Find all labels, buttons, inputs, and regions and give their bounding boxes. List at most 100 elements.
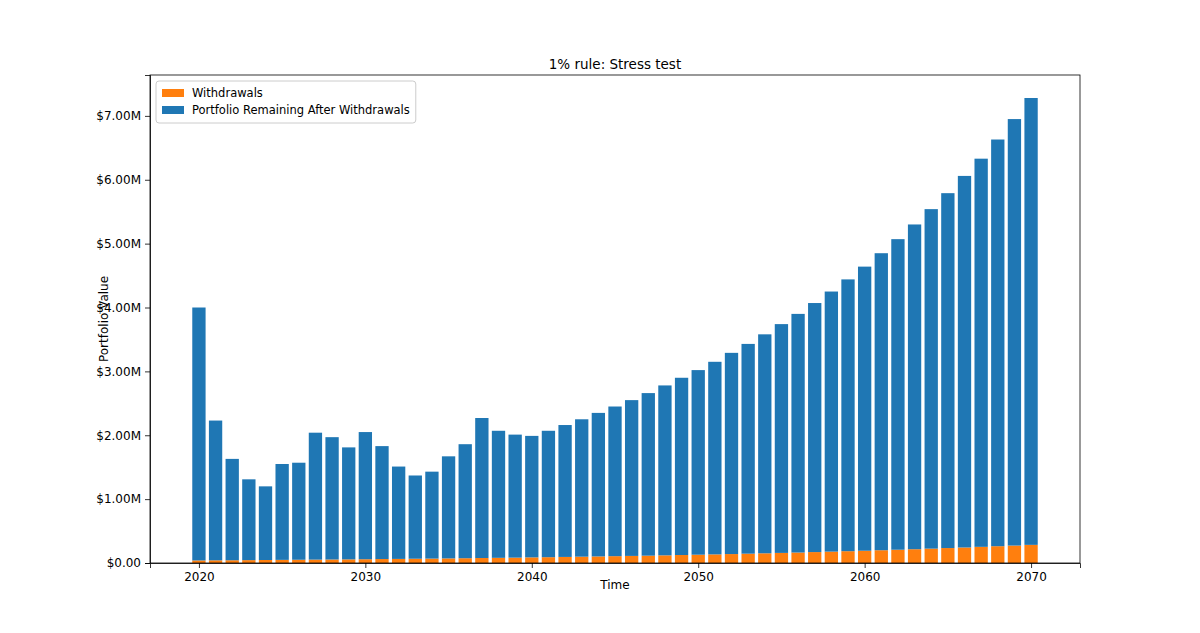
- legend-item: Withdrawals: [162, 86, 263, 100]
- bar: [242, 479, 255, 560]
- bar: [525, 436, 538, 557]
- tick-label: $5.00M: [96, 237, 141, 251]
- bar: [692, 370, 705, 555]
- legend-box: [156, 81, 416, 123]
- chart: 202020302040205020602070$0.00$1.00M$2.00…: [0, 0, 1200, 633]
- bar: [575, 557, 588, 563]
- bar: [991, 140, 1004, 547]
- legend-label: Withdrawals: [192, 86, 263, 100]
- bar: [625, 400, 638, 556]
- bar: [608, 407, 621, 557]
- bar: [908, 224, 921, 549]
- tick-mark: [145, 308, 150, 309]
- bar: [675, 555, 688, 563]
- axis-line: [151, 564, 1081, 569]
- bar: [658, 555, 671, 563]
- bar: [791, 314, 804, 553]
- bar: [592, 556, 605, 563]
- bar: [392, 467, 405, 559]
- x-axis-title: Time: [599, 578, 629, 592]
- bar: [292, 463, 305, 560]
- bar: [259, 560, 272, 563]
- bar: [425, 472, 438, 559]
- tick: 2070: [1016, 563, 1047, 584]
- bar: [492, 558, 505, 563]
- bar: [925, 209, 938, 548]
- tick-mark: [365, 563, 366, 568]
- bar: [708, 554, 721, 563]
- tick-label: 2040: [517, 570, 548, 584]
- tick: $1.00M: [96, 492, 150, 506]
- tick: $7.00M: [96, 109, 150, 123]
- plot-frame: [150, 75, 1080, 563]
- tick-mark: [199, 563, 200, 568]
- bar: [525, 557, 538, 563]
- tick-mark: [698, 563, 699, 568]
- bar: [675, 378, 688, 555]
- bar: [492, 431, 505, 558]
- legend-item: Portfolio Remaining After Withdrawals: [162, 103, 410, 117]
- bar: [775, 324, 788, 553]
- bar: [242, 560, 255, 563]
- bar: [309, 560, 322, 563]
- bar: [275, 464, 288, 560]
- bar: [808, 303, 821, 552]
- tick: 2050: [683, 563, 714, 584]
- bar: [991, 546, 1004, 563]
- tick: $3.00M: [96, 365, 150, 379]
- bar: [1008, 546, 1021, 563]
- tick-label: $7.00M: [96, 109, 141, 123]
- bar: [958, 176, 971, 548]
- legend-swatch: [162, 106, 184, 114]
- tick-mark: [145, 371, 150, 372]
- tick-mark: [145, 499, 150, 500]
- bar: [508, 435, 521, 558]
- bar: [974, 547, 987, 563]
- bar: [508, 558, 521, 563]
- bar: [375, 559, 388, 563]
- tick: $6.00M: [96, 173, 150, 187]
- bar: [475, 558, 488, 563]
- bar: [1024, 98, 1037, 545]
- legend: Withdrawals Portfolio Remaining After Wit…: [156, 81, 416, 123]
- bar: [692, 555, 705, 563]
- tick-label: $6.00M: [96, 173, 141, 187]
- bar: [275, 560, 288, 563]
- bar: [409, 475, 422, 558]
- bar: [925, 549, 938, 563]
- bar: [741, 554, 754, 563]
- tick-label: 2060: [850, 570, 881, 584]
- bar: [891, 550, 904, 563]
- tick: 2020: [184, 563, 215, 584]
- bar: [409, 559, 422, 563]
- bar: [359, 559, 372, 563]
- bar: [775, 553, 788, 563]
- bar: [192, 308, 205, 561]
- bar: [309, 433, 322, 560]
- bar: [791, 553, 804, 563]
- bar: [592, 413, 605, 557]
- tick-label: $3.00M: [96, 365, 141, 379]
- bar: [625, 556, 638, 563]
- tick-mark: [145, 180, 150, 181]
- tick: $2.00M: [96, 429, 150, 443]
- bar: [908, 549, 921, 563]
- bar: [974, 159, 987, 547]
- bar: [359, 432, 372, 559]
- bar: [459, 444, 472, 558]
- tick-mark: [145, 116, 150, 117]
- bar: [725, 353, 738, 554]
- legend-swatch: [162, 89, 184, 97]
- tick-mark: [145, 435, 150, 436]
- bar: [558, 557, 571, 563]
- bar: [575, 419, 588, 556]
- bar: [475, 418, 488, 558]
- bar: [941, 193, 954, 548]
- bar: [375, 446, 388, 559]
- y-axis: $0.00$1.00M$2.00M$3.00M$4.00M$5.00M$6.00…: [96, 76, 150, 571]
- bar: [608, 556, 621, 563]
- bar: [1008, 119, 1021, 545]
- bar: [226, 560, 239, 563]
- bar: [325, 437, 338, 559]
- tick-mark: [145, 244, 150, 245]
